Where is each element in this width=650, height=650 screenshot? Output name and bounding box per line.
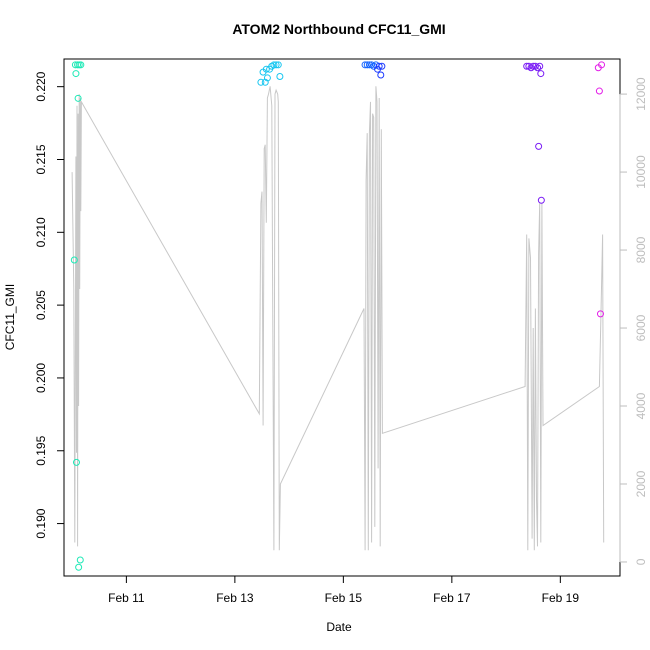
data-point	[595, 87, 603, 95]
y2-tick-label: 10000	[634, 155, 648, 189]
data-point	[529, 62, 537, 70]
chart-title: ATOM2 Northbound CFC11_GMI	[232, 21, 445, 37]
data-point	[77, 61, 85, 69]
y2-tick-label: 2000	[634, 470, 648, 497]
data-point	[537, 70, 545, 78]
x-tick-label: Feb 13	[216, 591, 254, 605]
y-tick-label: 0.215	[34, 144, 48, 174]
x-tick-label: Feb 15	[325, 591, 363, 605]
y2-tick-label: 12000	[634, 77, 648, 111]
data-point	[274, 61, 282, 69]
altitude-series	[71, 86, 605, 551]
data-point	[72, 70, 80, 78]
data-point	[598, 61, 606, 69]
data-point	[378, 62, 386, 70]
y2-tick-label: 0	[634, 558, 648, 565]
data-point	[363, 61, 371, 69]
y2-tick-label: 8000	[634, 236, 648, 263]
data-point	[75, 563, 83, 571]
data-point	[272, 61, 280, 69]
data-point	[70, 256, 78, 264]
data-point	[375, 62, 383, 70]
y-tick-label: 0.220	[34, 71, 48, 101]
y-tick-label: 0.210	[34, 217, 48, 247]
y-tick-label: 0.195	[34, 435, 48, 465]
x-tick-label: Feb 17	[433, 591, 471, 605]
y-axis-label: CFC11_GMI	[3, 284, 17, 350]
x-axis-label: Date	[326, 620, 352, 634]
data-point	[523, 62, 531, 70]
data-point	[270, 61, 278, 69]
secondary-y-axis: 0 2000 4000 6000 8000 10000 12000	[619, 77, 648, 565]
data-point	[263, 74, 271, 82]
x-tick-label: Feb 11	[108, 591, 145, 605]
y-tick-label: 0.200	[34, 363, 48, 393]
data-point	[261, 78, 269, 86]
data-point	[76, 556, 84, 564]
y-tick-label: 0.190	[34, 508, 48, 538]
altitude-line	[71, 86, 605, 551]
y-axis: 0.190 0.195 0.200 0.205 0.210 0.215 0.220	[34, 71, 65, 539]
data-point	[365, 61, 373, 69]
data-point	[276, 72, 284, 80]
data-point	[377, 71, 385, 79]
x-axis: Feb 11 Feb 13 Feb 15 Feb 17 Feb 19	[108, 575, 580, 605]
data-point	[72, 458, 80, 466]
x-tick-label: Feb 19	[542, 591, 580, 605]
data-point	[361, 61, 369, 69]
data-point	[535, 142, 543, 150]
data-point	[537, 196, 545, 204]
data-point	[257, 78, 265, 86]
data-point	[74, 94, 82, 102]
data-point	[262, 65, 270, 73]
y-tick-label: 0.205	[34, 290, 48, 320]
cfc11-points	[70, 61, 606, 571]
data-point	[536, 62, 544, 70]
data-point	[71, 61, 79, 69]
y2-tick-label: 4000	[634, 392, 648, 419]
data-point	[596, 310, 604, 318]
y2-tick-label: 6000	[634, 314, 648, 341]
